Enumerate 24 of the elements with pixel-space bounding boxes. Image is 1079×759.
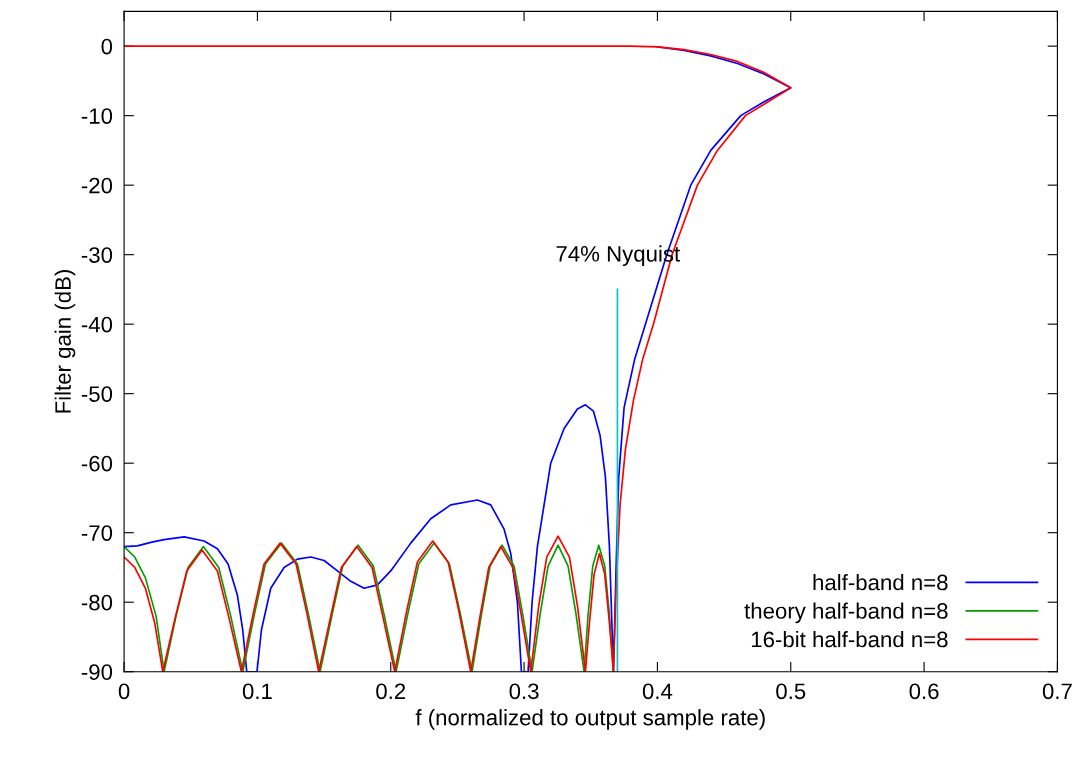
y-axis-title: Filter gain (dB) xyxy=(54,270,76,413)
y-tick-label: -80 xyxy=(81,594,113,611)
x-tick-label: 0.2 xyxy=(376,683,406,700)
x-tick-label: 0.4 xyxy=(642,683,673,700)
x-tick-label: 0.6 xyxy=(909,683,939,700)
y-tick-label: -90 xyxy=(81,664,113,680)
y-tick-label: -60 xyxy=(81,455,113,472)
y-tick-label: -20 xyxy=(81,177,113,194)
y-tick-label: -40 xyxy=(81,316,113,333)
y-tick-label: -30 xyxy=(81,247,113,263)
y-tick-label: -50 xyxy=(81,386,113,402)
x-tick-label: 0.1 xyxy=(242,683,272,700)
x-tick-label: 0.3 xyxy=(509,683,539,700)
x-tick-label: 0 xyxy=(118,683,130,700)
legend-label: theory half-band n=8 xyxy=(744,602,948,624)
legend-label: half-band n=8 xyxy=(813,574,948,591)
y-tick-label: -70 xyxy=(81,525,113,541)
x-tick-label: 0.5 xyxy=(776,683,806,700)
x-axis-title: f (normalized to output sample rate) xyxy=(415,709,765,730)
x-tick-label: 0.7 xyxy=(1042,683,1072,700)
y-tick-label: 0 xyxy=(101,38,113,55)
line-series xyxy=(124,542,615,672)
y-tick-label: -10 xyxy=(81,108,113,124)
legend-label: 16-bit half-band n=8 xyxy=(751,631,948,648)
